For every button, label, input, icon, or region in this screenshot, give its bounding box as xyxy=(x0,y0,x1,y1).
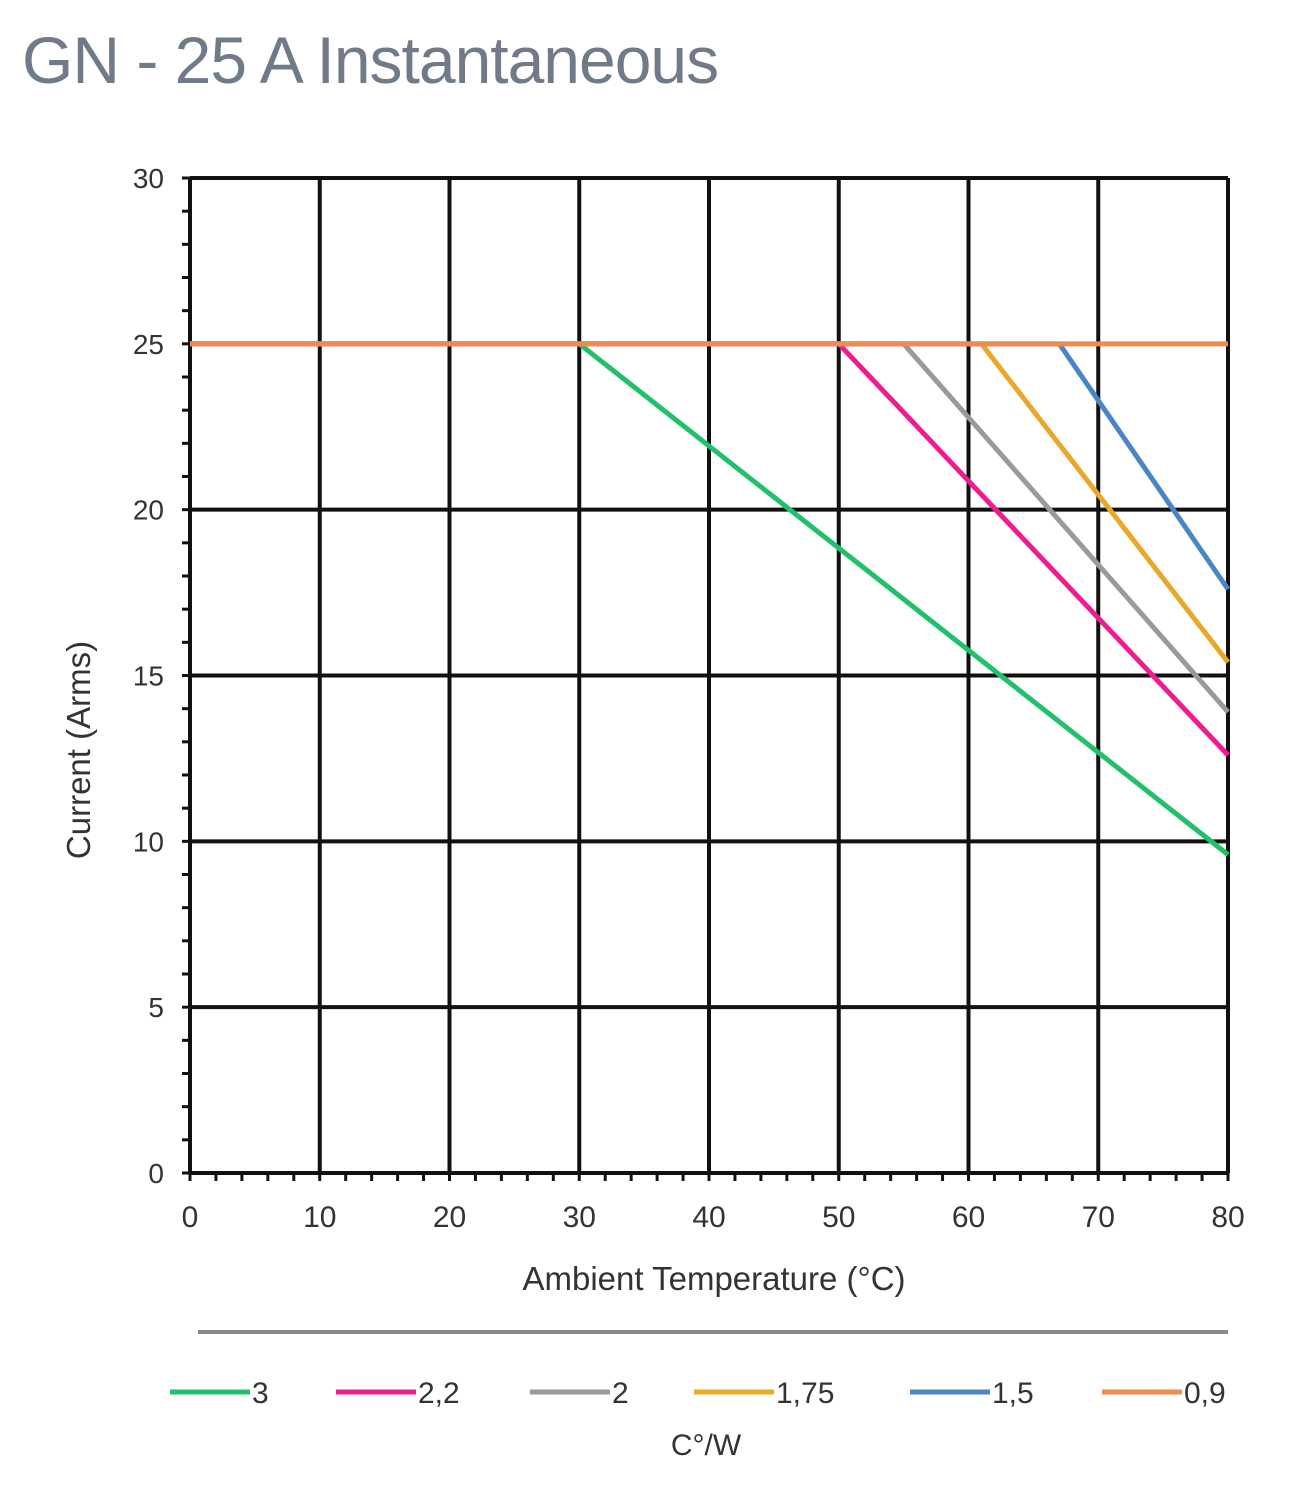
y-tick-label-1: 5 xyxy=(148,992,164,1023)
legend-label-0: 3 xyxy=(252,1377,269,1410)
x-tick-label-5: 50 xyxy=(822,1201,855,1234)
legend-label-5: 0,9 xyxy=(1184,1377,1226,1410)
legend-label-2: 2 xyxy=(612,1377,629,1410)
grid xyxy=(182,176,1230,1181)
x-tick-label-7: 70 xyxy=(1082,1201,1115,1234)
y-axis-label: Current (Arms) xyxy=(60,641,97,859)
x-axis-label: Ambient Temperature (°C) xyxy=(522,1260,905,1297)
series-lines xyxy=(190,341,1231,857)
legend-label-4: 1,5 xyxy=(992,1377,1034,1410)
chart-title: GN - 25 A Instantaneous xyxy=(22,23,719,97)
y-tick-label-3: 15 xyxy=(133,661,164,692)
y-tick-label-4: 20 xyxy=(133,495,164,526)
x-tick-label-4: 40 xyxy=(692,1201,725,1234)
x-tick-label-0: 0 xyxy=(182,1201,199,1234)
y-tick-label-0: 0 xyxy=(148,1158,164,1189)
tick-labels: 0 10 20 30 40 50 60 70 80 0 5 10 15 20 25 30 xyxy=(133,163,1245,1234)
legend-label-1: 2,2 xyxy=(418,1377,460,1410)
x-tick-label-2: 20 xyxy=(433,1201,466,1234)
x-tick-label-8: 80 xyxy=(1211,1201,1244,1234)
y-tick-label-5: 25 xyxy=(133,329,164,360)
legend-title: C°/W xyxy=(671,1429,742,1462)
legend: 3 2,2 2 1,75 1,5 0,9 xyxy=(170,1377,1226,1410)
x-tick-label-6: 60 xyxy=(952,1201,985,1234)
y-tick-label-2: 10 xyxy=(133,826,164,857)
x-tick-label-1: 10 xyxy=(303,1201,336,1234)
y-tick-label-6: 30 xyxy=(133,163,164,194)
legend-label-3: 1,75 xyxy=(776,1377,834,1410)
x-tick-label-3: 30 xyxy=(563,1201,596,1234)
